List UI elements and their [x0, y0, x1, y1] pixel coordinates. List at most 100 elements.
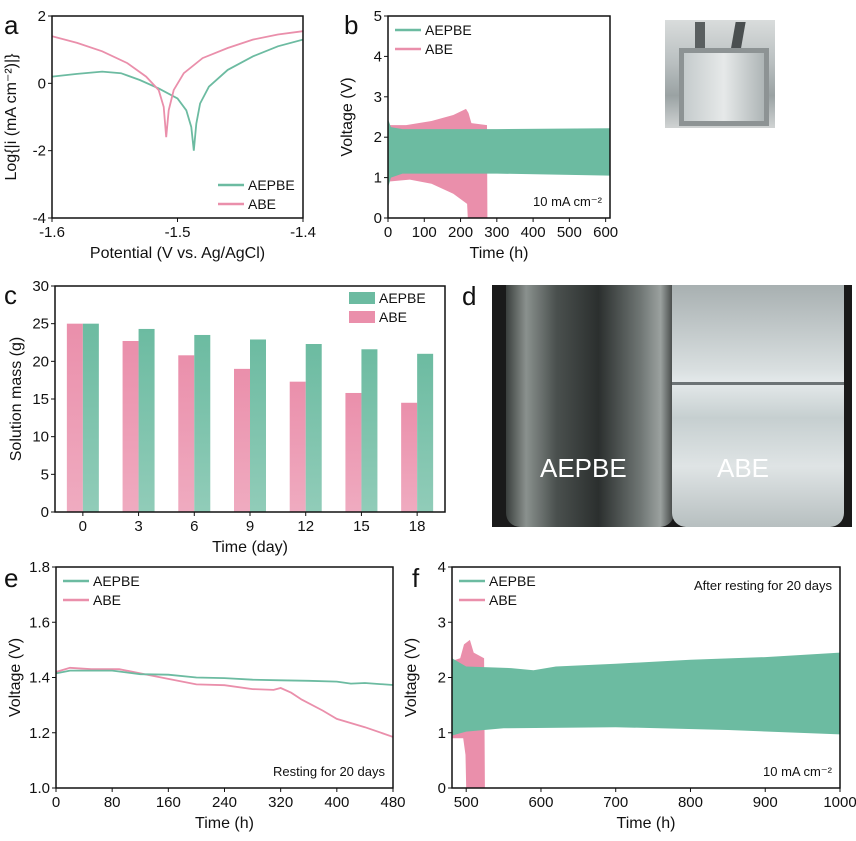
- y-axis-title: Voltage (V): [7, 638, 24, 717]
- y-tick-label: 3: [374, 89, 382, 106]
- legend-label-abe: ABE: [489, 592, 517, 608]
- x-tick-label: 600: [528, 794, 553, 811]
- panel-letter: f: [412, 563, 420, 593]
- x-axis-title: Time (h): [470, 245, 529, 262]
- panel-b: b 0 100 200 300 400 500 600 0 1 2 3 4 5 Time (h) Voltag…: [339, 8, 618, 262]
- y-tick-label: 0: [38, 75, 46, 92]
- y-tick-label: 4: [374, 48, 382, 65]
- y-tick-label: 1.0: [29, 780, 50, 797]
- x-tick-label: 480: [380, 794, 405, 811]
- y-tick-label: 2: [438, 670, 446, 687]
- jar-aepbe: [506, 285, 674, 527]
- bar-aepbe-day-3: [138, 328, 155, 512]
- cell-photo-inset: [665, 20, 775, 128]
- liquid-level: [672, 382, 844, 385]
- x-tick-label: 3: [134, 518, 142, 535]
- legend-label-aepbe: AEPBE: [425, 22, 472, 38]
- x-axis-title: Potential (V vs. Ag/AgCl): [90, 245, 265, 262]
- annotation: 10 mA cm⁻²: [763, 764, 833, 779]
- x-tick-label: 300: [484, 224, 509, 241]
- legend-label-abe: ABE: [379, 309, 407, 325]
- bar-abe-day-18: [401, 402, 418, 512]
- x-tick-label: 400: [521, 224, 546, 241]
- x-tick-label: 320: [268, 794, 293, 811]
- x-tick-label: 12: [297, 518, 314, 535]
- legend-label-aepbe: AEPBE: [248, 177, 295, 193]
- legend-label-aepbe: AEPBE: [489, 573, 536, 589]
- legend-swatch-aepbe: [349, 292, 375, 304]
- panel-c: c 0 3 6 9 12 15 18 0 5 10 15 20 25 30 Time (day) Solutio…: [4, 278, 446, 556]
- series-line-aepbe: [56, 669, 393, 686]
- x-tick-label: 200: [448, 224, 473, 241]
- y-tick-label: 20: [32, 353, 49, 370]
- series-line-abe: [56, 666, 393, 738]
- photo-label-aepbe: AEPBE: [540, 453, 627, 483]
- y-axis-title: Log{|i (mA cm⁻²)|}: [3, 53, 20, 181]
- panel-letter: e: [4, 563, 18, 593]
- x-axis-title: Time (h): [195, 815, 254, 832]
- y-tick-label: 1: [438, 725, 446, 742]
- bar-abe-day-15: [345, 392, 362, 512]
- y-tick-label: 1.4: [29, 670, 50, 687]
- y-tick-label: 1.8: [29, 559, 50, 576]
- y-tick-label: 1.6: [29, 614, 50, 631]
- legend-swatch-abe: [349, 311, 375, 323]
- axes-frame: [387, 15, 611, 219]
- y-tick-label: -2: [33, 143, 46, 160]
- x-tick-label: 0: [52, 794, 60, 811]
- panel-letter: b: [344, 10, 358, 40]
- y-tick-label: 0: [438, 780, 446, 797]
- x-tick-label: 240: [212, 794, 237, 811]
- series-line-aepbe: [52, 38, 303, 151]
- x-tick-label: 18: [409, 518, 426, 535]
- bar-abe-day-0: [66, 323, 83, 512]
- legend-label-aepbe: AEPBE: [379, 290, 426, 306]
- bar-abe-day-9: [234, 368, 250, 512]
- legend-label-abe: ABE: [248, 196, 276, 212]
- y-tick-label: 2: [38, 8, 46, 25]
- x-tick-label: 800: [678, 794, 703, 811]
- cell-frame: [679, 48, 769, 126]
- panel-f: f 500 600 700 800 900 1000 0 1 2 3 4 Time (h) Voltage…: [403, 559, 856, 832]
- plot-area: [452, 639, 840, 788]
- x-tick-label: 400: [324, 794, 349, 811]
- y-tick-label: 30: [32, 278, 49, 295]
- bar-abe-day-6: [178, 355, 195, 512]
- photo-label-abe: ABE: [717, 453, 770, 483]
- y-tick-label: 15: [32, 391, 49, 408]
- legend-label-aepbe: AEPBE: [93, 573, 140, 589]
- x-tick-label: 80: [104, 794, 121, 811]
- panel-a: a -1.6 -1.5 -1.4 -4 -2 0 2 Potential (V vs. Ag/A…: [3, 8, 316, 262]
- y-tick-label: 3: [438, 614, 446, 631]
- panel-letter: a: [4, 10, 19, 40]
- jar-abe: [672, 285, 844, 527]
- x-tick-label: 0: [384, 224, 392, 241]
- y-tick-label: 5: [374, 8, 382, 25]
- y-tick-label: 25: [32, 316, 49, 333]
- bar-abe-day-3: [122, 340, 139, 512]
- y-axis-title: Voltage (V): [339, 77, 356, 156]
- y-axis-title: Voltage (V): [403, 638, 420, 717]
- y-tick-label: 1.2: [29, 725, 50, 742]
- x-axis-title: Time (h): [617, 815, 676, 832]
- bar-aepbe-day-15: [361, 349, 378, 512]
- y-tick-label: 10: [32, 429, 49, 446]
- x-tick-label: 160: [156, 794, 181, 811]
- x-tick-label: 600: [593, 224, 618, 241]
- electrode-tab: [695, 22, 705, 52]
- bar-aepbe-day-6: [194, 334, 211, 512]
- x-tick-label: 0: [79, 518, 87, 535]
- panel-e: e 0 80 160 240 320 400 480 1.0 1.2 1.4 1.6 1.8 Time (…: [4, 559, 406, 832]
- x-tick-label: 9: [246, 518, 254, 535]
- bar-aepbe-day-12: [305, 344, 322, 512]
- bar-abe-day-12: [289, 381, 306, 512]
- y-tick-label: 4: [438, 559, 446, 576]
- voltage-band-aepbe: [388, 119, 610, 188]
- y-tick-label: 5: [41, 466, 49, 483]
- x-tick-label: 1000: [823, 794, 856, 811]
- electrolyte-photo: AEPBE ABE: [492, 285, 852, 527]
- annotation-top: After resting for 20 days: [694, 578, 833, 593]
- plot-area: [388, 108, 610, 218]
